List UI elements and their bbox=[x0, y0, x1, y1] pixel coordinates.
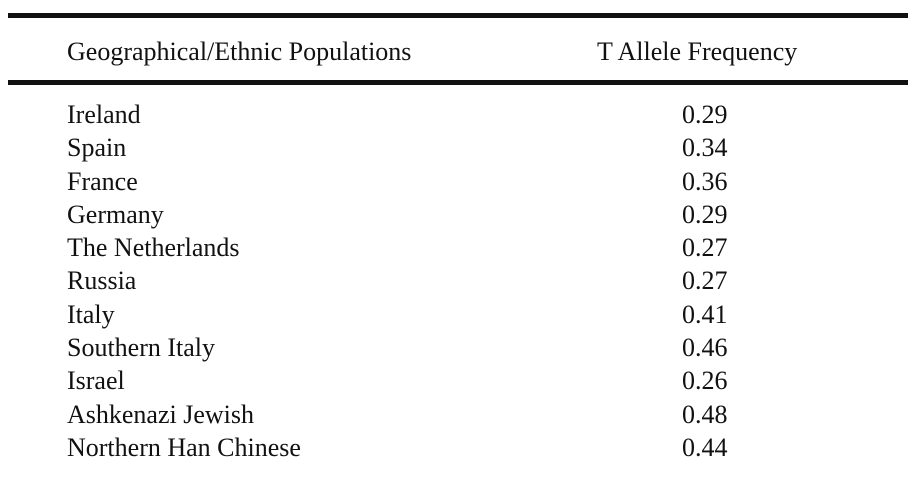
table-row: Spain 0.34 bbox=[0, 131, 924, 164]
frequency-cell: 0.27 bbox=[682, 264, 728, 297]
frequency-cell: 0.34 bbox=[682, 131, 728, 164]
table-row: France 0.36 bbox=[0, 165, 924, 198]
table-row: Israel 0.26 bbox=[0, 364, 924, 397]
frequency-cell: 0.46 bbox=[682, 331, 728, 364]
frequency-cell: 0.29 bbox=[682, 98, 728, 131]
table-row: Russia 0.27 bbox=[0, 264, 924, 297]
population-cell: Italy bbox=[67, 298, 115, 331]
table-body: Ireland 0.29 Spain 0.34 France 0.36 Germ… bbox=[0, 98, 924, 464]
population-cell: Russia bbox=[67, 264, 136, 297]
table-row: Southern Italy 0.46 bbox=[0, 331, 924, 364]
frequency-cell: 0.26 bbox=[682, 364, 728, 397]
population-cell: Germany bbox=[67, 198, 164, 231]
table-row: Italy 0.41 bbox=[0, 298, 924, 331]
frequency-cell: 0.29 bbox=[682, 198, 728, 231]
population-cell: Spain bbox=[67, 131, 126, 164]
table-row: Germany 0.29 bbox=[0, 198, 924, 231]
frequency-cell: 0.36 bbox=[682, 165, 728, 198]
population-cell: France bbox=[67, 165, 138, 198]
frequency-cell: 0.44 bbox=[682, 431, 728, 464]
table-top-rule bbox=[8, 13, 908, 18]
population-cell: Southern Italy bbox=[67, 331, 215, 364]
population-cell: Northern Han Chinese bbox=[67, 431, 301, 464]
table-row: The Netherlands 0.27 bbox=[0, 231, 924, 264]
population-cell: The Netherlands bbox=[67, 231, 240, 264]
table-row: Ashkenazi Jewish 0.48 bbox=[0, 398, 924, 431]
population-cell: Israel bbox=[67, 364, 125, 397]
column-header-population: Geographical/Ethnic Populations bbox=[67, 34, 411, 70]
frequency-cell: 0.48 bbox=[682, 398, 728, 431]
column-header-frequency: T Allele Frequency bbox=[597, 34, 797, 70]
header-rule bbox=[8, 80, 908, 85]
table-row: Ireland 0.29 bbox=[0, 98, 924, 131]
frequency-cell: 0.41 bbox=[682, 298, 728, 331]
frequency-cell: 0.27 bbox=[682, 231, 728, 264]
population-cell: Ashkenazi Jewish bbox=[67, 398, 254, 431]
table-row: Northern Han Chinese 0.44 bbox=[0, 431, 924, 464]
population-cell: Ireland bbox=[67, 98, 141, 131]
